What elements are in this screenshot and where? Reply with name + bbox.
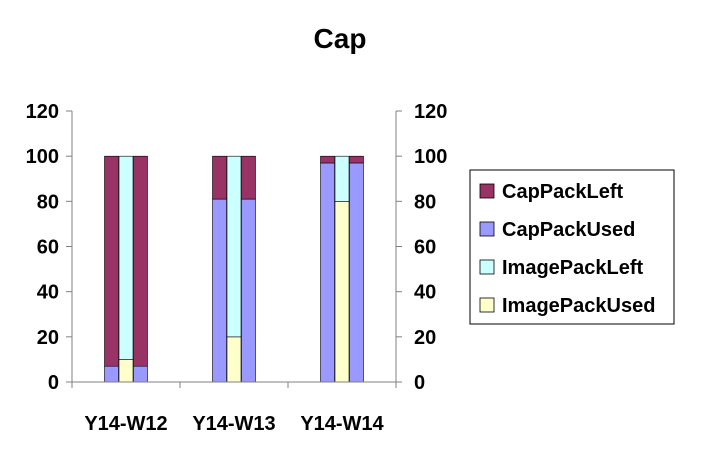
bar-cappackused-cap-left-y14-w12 (104, 365, 119, 383)
y-tick-label-right: 100 (414, 146, 447, 168)
bar-imagepackleft-image-y14-w12 (118, 155, 134, 360)
legend-swatch-imagepackleft (479, 259, 495, 275)
legend-label-cappackleft: CapPackLeft (502, 181, 623, 203)
bar-cappackleft-cap-right-y14-w12 (133, 155, 148, 367)
legend: CapPackLeft CapPackUsed ImagePackLeft Image… (469, 169, 675, 325)
y-tick-label-left: 120 (26, 101, 59, 123)
bars-layer (104, 155, 364, 383)
y-tick-label-right: 120 (414, 101, 447, 123)
bar-imagepackleft-image-y14-w14 (334, 155, 350, 202)
bar-cappackleft-cap-left-y14-w13 (212, 155, 227, 200)
legend-swatch-cappackleft (479, 183, 495, 199)
legend-label-imagepackleft: ImagePackLeft (502, 257, 644, 279)
y-tick-label-right: 80 (414, 191, 436, 213)
bar-cappackused-cap-right-y14-w13 (241, 198, 256, 383)
legend-swatch-imagepackused (479, 297, 495, 313)
x-category-label: Y14-W12 (84, 413, 167, 435)
bar-imagepackleft-image-y14-w13 (226, 155, 242, 338)
legend-swatch-cappackused (479, 221, 495, 237)
chart-title: Cap (314, 23, 367, 54)
bar-cappackused-cap-right-y14-w14 (349, 162, 364, 383)
bar-cappackused-cap-left-y14-w13 (212, 198, 227, 383)
x-category-label: Y14-W13 (192, 413, 275, 435)
bar-cappackused-cap-right-y14-w12 (133, 365, 148, 383)
y-tick-label-left: 100 (26, 146, 59, 168)
legend-label-imagepackused: ImagePackUsed (502, 295, 655, 317)
bar-cappackleft-cap-right-y14-w13 (241, 155, 256, 200)
y-tick-label-right: 60 (414, 237, 436, 259)
y-tick-label-right: 20 (414, 327, 436, 349)
legend-box (469, 169, 675, 325)
bar-cappackleft-cap-right-y14-w14 (349, 155, 364, 164)
y-tick-label-left: 60 (37, 237, 59, 259)
bar-cappackused-cap-left-y14-w14 (320, 162, 335, 383)
y-tick-label-right: 40 (414, 282, 436, 304)
bar-imagepackused-image-y14-w13 (226, 336, 242, 383)
y-tick-label-left: 40 (37, 282, 59, 304)
bar-cappackleft-cap-left-y14-w14 (320, 155, 335, 164)
bar-imagepackused-image-y14-w12 (118, 359, 134, 383)
y-tick-label-left: 0 (48, 372, 59, 394)
x-category-label: Y14-W14 (300, 413, 384, 435)
y-tick-label-right: 0 (414, 372, 425, 394)
bar-cappackleft-cap-left-y14-w12 (104, 155, 119, 367)
axes-layer: 0 0 20 20 40 40 60 60 80 80 100 100 120 120 Y14-W12 Y14… (26, 101, 448, 435)
y-tick-label-left: 80 (37, 191, 59, 213)
legend-label-cappackused: CapPackUsed (502, 219, 635, 241)
bar-imagepackused-image-y14-w14 (334, 201, 350, 383)
y-tick-label-left: 20 (37, 327, 59, 349)
